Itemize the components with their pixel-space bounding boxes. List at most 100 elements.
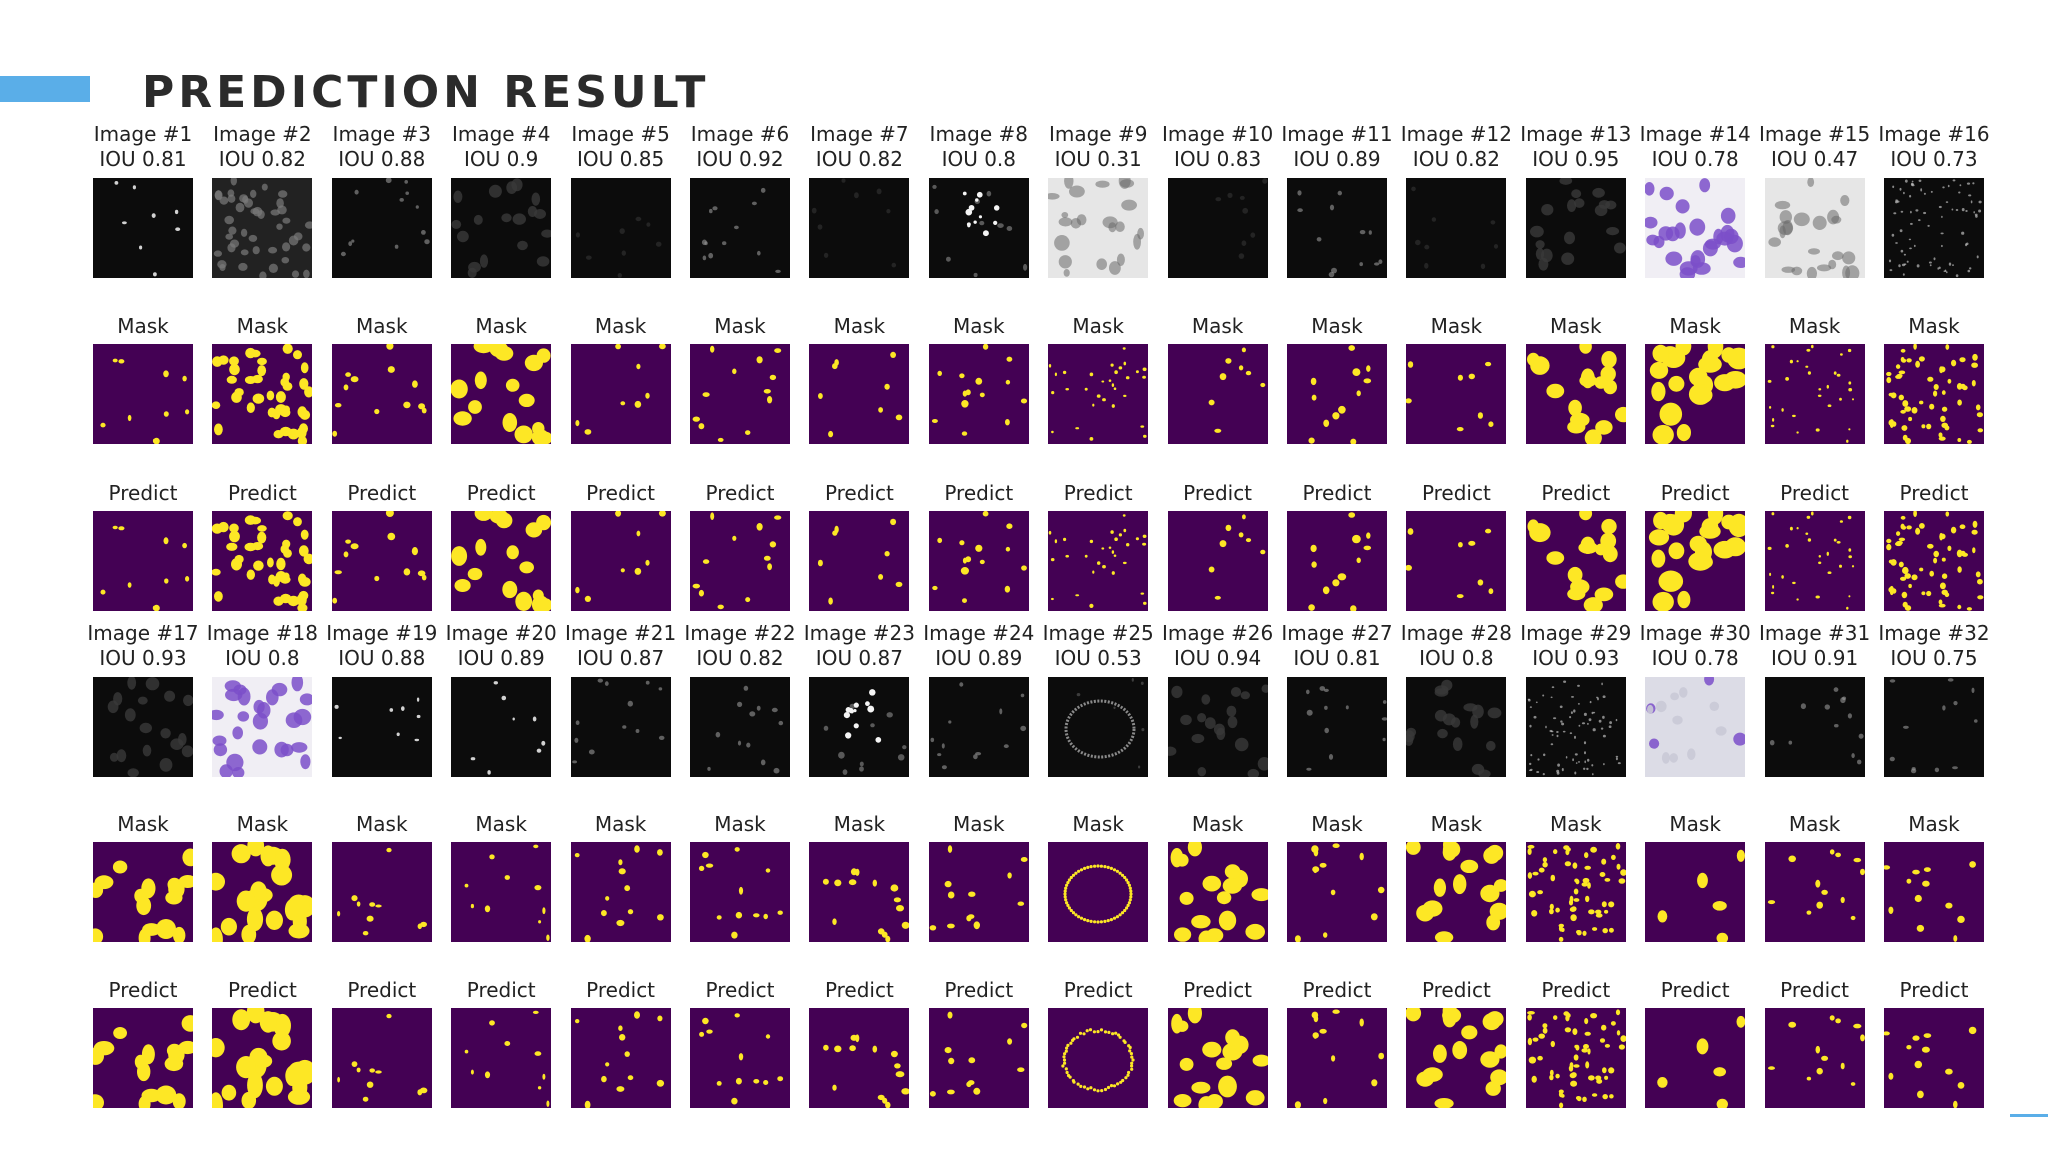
iou-score-28: IOU 0.8 xyxy=(1419,646,1494,670)
input-image-19 xyxy=(331,677,432,777)
mask-label-16: Mask xyxy=(1908,314,1960,338)
image-label-3: Image #3 xyxy=(332,122,432,146)
mask-image-8 xyxy=(928,344,1029,444)
mask-label-26: Mask xyxy=(1191,812,1244,836)
input-image-17 xyxy=(93,677,193,777)
iou-score-15: IOU 0.47 xyxy=(1771,147,1859,171)
iou-score-25: IOU 0.53 xyxy=(1054,646,1142,670)
image-label-29: Image #29 xyxy=(1520,621,1632,645)
iou-score-31: IOU 0.91 xyxy=(1771,646,1859,670)
predict-label-17: Predict xyxy=(108,978,178,1002)
iou-score-17: IOU 0.93 xyxy=(99,646,187,670)
accent-bar xyxy=(0,76,90,102)
image-label-16: Image #16 xyxy=(1878,122,1990,146)
mask-label-7: Mask xyxy=(833,314,886,338)
predict-label-14: Predict xyxy=(1660,481,1730,505)
iou-score-1: IOU 0.81 xyxy=(99,147,187,171)
mask-label-21: Mask xyxy=(594,812,647,836)
image-label-14: Image #14 xyxy=(1639,122,1751,146)
image-label-28: Image #28 xyxy=(1400,621,1512,645)
image-label-6: Image #6 xyxy=(690,122,790,146)
image-label-30: Image #30 xyxy=(1639,621,1751,645)
iou-score-6: IOU 0.92 xyxy=(696,147,784,171)
mask-image-24 xyxy=(928,842,1029,942)
predict-label-19: Predict xyxy=(347,978,417,1002)
predict-label-15: Predict xyxy=(1780,481,1850,505)
mask-label-24: Mask xyxy=(953,812,1005,836)
predict-image-17 xyxy=(93,1008,193,1108)
corner-accent-line xyxy=(2010,1114,2048,1117)
input-image-32 xyxy=(1884,677,1984,777)
mask-label-13: Mask xyxy=(1550,314,1602,338)
predict-label-18: Predict xyxy=(227,978,297,1002)
mask-image-2 xyxy=(212,344,313,444)
image-label-25: Image #25 xyxy=(1042,621,1154,645)
predict-image-31 xyxy=(1764,1008,1865,1108)
image-label-32: Image #32 xyxy=(1878,621,1990,645)
input-image-21 xyxy=(570,677,671,777)
predict-label-1: Predict xyxy=(108,481,178,505)
predict-image-15 xyxy=(1764,511,1865,611)
iou-score-29: IOU 0.93 xyxy=(1532,646,1620,670)
image-label-10: Image #10 xyxy=(1161,122,1274,146)
predict-label-29: Predict xyxy=(1541,978,1611,1002)
mask-label-25: Mask xyxy=(1072,812,1124,836)
mask-image-29 xyxy=(1525,842,1626,942)
predict-image-24 xyxy=(928,1008,1029,1108)
input-image-1 xyxy=(93,178,193,278)
mask-label-23: Mask xyxy=(833,812,886,836)
image-label-7: Image #7 xyxy=(810,122,909,146)
image-label-22: Image #22 xyxy=(684,621,796,645)
mask-label-9: Mask xyxy=(1072,314,1124,338)
predict-label-28: Predict xyxy=(1421,978,1491,1002)
mask-image-4 xyxy=(451,344,552,444)
iou-score-27: IOU 0.81 xyxy=(1293,646,1381,670)
input-image-20 xyxy=(451,677,552,777)
input-image-28 xyxy=(1406,677,1507,777)
predict-label-22: Predict xyxy=(705,978,775,1002)
iou-score-19: IOU 0.88 xyxy=(338,646,426,670)
input-image-30 xyxy=(1645,677,1746,777)
predict-image-9 xyxy=(1048,511,1149,611)
mask-label-28: Mask xyxy=(1430,812,1483,836)
input-image-16 xyxy=(1884,178,1984,278)
mask-label-27: Mask xyxy=(1311,812,1363,836)
iou-score-9: IOU 0.31 xyxy=(1054,147,1142,171)
predict-image-5 xyxy=(570,511,671,611)
predict-image-12 xyxy=(1406,511,1507,611)
predict-label-30: Predict xyxy=(1660,978,1730,1002)
iou-score-10: IOU 0.83 xyxy=(1174,147,1262,171)
predict-image-27 xyxy=(1287,1008,1387,1108)
mask-image-14 xyxy=(1645,344,1746,444)
image-label-11: Image #11 xyxy=(1281,122,1393,146)
iou-score-8: IOU 0.8 xyxy=(941,147,1017,171)
mask-label-19: Mask xyxy=(356,812,408,836)
input-image-7 xyxy=(809,178,910,278)
image-label-24: Image #24 xyxy=(923,621,1035,645)
iou-score-11: IOU 0.89 xyxy=(1293,147,1381,171)
input-image-25 xyxy=(1048,677,1149,777)
iou-score-14: IOU 0.78 xyxy=(1651,147,1739,171)
iou-score-30: IOU 0.78 xyxy=(1651,646,1739,670)
mask-image-5 xyxy=(570,344,671,444)
mask-label-8: Mask xyxy=(953,314,1005,338)
mask-label-15: Mask xyxy=(1788,314,1841,338)
predict-image-13 xyxy=(1525,511,1626,611)
input-image-29 xyxy=(1525,677,1626,777)
input-image-26 xyxy=(1167,677,1268,777)
input-image-8 xyxy=(928,178,1029,278)
input-image-4 xyxy=(451,178,552,278)
image-label-18: Image #18 xyxy=(206,621,318,645)
mask-image-16 xyxy=(1884,344,1984,444)
iou-score-12: IOU 0.82 xyxy=(1412,147,1500,171)
mask-image-21 xyxy=(570,842,671,942)
predict-label-10: Predict xyxy=(1183,481,1253,505)
iou-score-5: IOU 0.85 xyxy=(577,147,665,171)
iou-score-20: IOU 0.89 xyxy=(457,646,545,670)
mask-label-6: Mask xyxy=(714,314,766,338)
mask-image-22 xyxy=(690,842,790,942)
predict-image-32 xyxy=(1884,1008,1984,1108)
predict-label-5: Predict xyxy=(586,481,656,505)
mask-image-30 xyxy=(1645,842,1746,942)
